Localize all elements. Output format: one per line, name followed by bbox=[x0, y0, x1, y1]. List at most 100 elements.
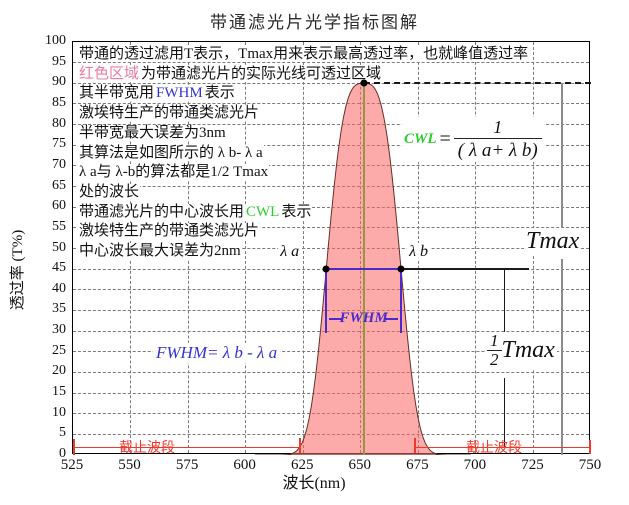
x-tick-label: 725 bbox=[521, 457, 544, 473]
x-tick-label: 625 bbox=[290, 457, 314, 473]
note-line: 红色区域 为带通滤光片的实际光线可透过区域 bbox=[78, 65, 529, 85]
tmax-bracket-upper bbox=[561, 83, 564, 230]
cutoff-left-cap-start bbox=[73, 438, 75, 455]
y-tick-label: 75 bbox=[52, 136, 66, 152]
half-tmax-bracket-upper bbox=[503, 269, 506, 333]
gridline-h bbox=[73, 124, 589, 126]
half-denominator: 2 bbox=[487, 349, 502, 369]
y-tick-label: 60 bbox=[52, 198, 66, 214]
tmax-bracket-lower bbox=[561, 259, 564, 455]
cwl-denominator: ( λ a+ λ b) bbox=[453, 137, 542, 162]
note-line: 带通滤光片的中心波长用 CWL 表示 bbox=[78, 203, 529, 223]
cwl-word: CWL bbox=[404, 130, 437, 147]
y-tick-label: 35 bbox=[52, 301, 66, 317]
y-tick-label: 5 bbox=[59, 425, 66, 441]
cutoff-band-label-left: 截止波段 bbox=[119, 440, 175, 456]
gridline-h bbox=[73, 62, 589, 64]
half-tmax-bracket-lower bbox=[503, 378, 506, 447]
x-tick-label: 600 bbox=[233, 457, 256, 473]
note-segment: λ a与 λ-b的算法都是1/2 Tmax bbox=[78, 164, 270, 181]
gridline-v bbox=[475, 42, 477, 453]
gridline-v bbox=[245, 42, 247, 453]
cutoff-right-cap-start bbox=[413, 437, 416, 453]
note-line: λ a与 λ-b的算法都是1/2 Tmax bbox=[78, 163, 529, 183]
half-numerator: 1 bbox=[490, 331, 499, 350]
half-tmax-word: Tmax bbox=[501, 336, 555, 363]
y-tick-label: 0 bbox=[59, 446, 66, 461]
note-segment: 激埃特生产的带通类滤光片 bbox=[78, 105, 261, 122]
x-tick-label: 525 bbox=[60, 457, 84, 473]
cwl-fraction: 1( λ a+ λ b) bbox=[453, 117, 542, 162]
tmax-label: Tmax bbox=[524, 228, 582, 255]
note-line: 中心波长最大误差为2nm bbox=[78, 242, 529, 262]
notes-block: 带通的透过滤用T表示，Tmax用来表示最高透过率，也就峰值透过率 红色区域 为带通滤… bbox=[78, 45, 530, 262]
y-tick-label: 40 bbox=[52, 280, 66, 296]
note-line: 处的波长 bbox=[78, 183, 529, 203]
y-tick-label: 45 bbox=[52, 260, 66, 276]
note-segment: CWL bbox=[245, 203, 281, 220]
note-segment: 激埃特生产的带通类滤光片 bbox=[78, 223, 261, 240]
y-tick-label: 20 bbox=[52, 363, 66, 379]
cwl-numerator: 1 bbox=[493, 117, 503, 137]
fwhm-right-tick bbox=[400, 269, 403, 334]
note-segment: FWHM bbox=[155, 85, 204, 102]
y-tick-label: 25 bbox=[52, 342, 66, 358]
gridline-h bbox=[73, 186, 589, 188]
y-tick-label: 70 bbox=[52, 156, 66, 172]
x-tick-label: 750 bbox=[578, 457, 602, 473]
fwhm-formula: FWHM= λ b - λ a bbox=[153, 343, 281, 363]
note-segment: 处的波长 bbox=[78, 183, 141, 200]
note-line: 其半带宽用 FWHM 表示 bbox=[78, 84, 529, 104]
note-line: 半带宽最大误差为3nm bbox=[78, 124, 529, 144]
fwhm-tag: FWHM bbox=[339, 310, 388, 327]
gridline-h bbox=[73, 165, 589, 167]
gridline-h bbox=[73, 144, 589, 146]
lambda-a-point bbox=[322, 265, 330, 273]
note-segment: 表示 bbox=[203, 85, 236, 102]
note-segment: 带通滤光片的中心波长用 bbox=[78, 203, 246, 220]
note-segment: 其算法是如图所示的 λ b- λ a bbox=[78, 144, 264, 161]
y-tick-label: 95 bbox=[52, 53, 66, 69]
cutoff-line-left bbox=[73, 446, 301, 449]
x-tick-label: 550 bbox=[118, 457, 141, 473]
note-segment: 中心波长最大误差为2nm bbox=[78, 243, 242, 260]
note-segment: 带通的透过滤用T表示，Tmax用来表示最高透过率，也就峰值透过率 bbox=[78, 46, 530, 62]
note-segment: 半带宽最大误差为3nm bbox=[78, 124, 227, 141]
x-tick-label: 700 bbox=[463, 457, 487, 473]
y-tick-label: 80 bbox=[52, 115, 66, 131]
note-line: 激埃特生产的带通类滤光片 bbox=[78, 104, 529, 124]
note-segment: 红色区域 bbox=[78, 65, 141, 82]
tmax-level-dashed-line bbox=[363, 82, 591, 85]
note-segment: 为带通滤光片的实际光线可透过区域 bbox=[140, 65, 383, 82]
y-tick-label: 65 bbox=[52, 177, 66, 193]
lambda-b-label: λ b bbox=[407, 243, 430, 261]
fwhm-arrow-right bbox=[385, 318, 399, 321]
y-tick-label: 90 bbox=[52, 74, 66, 90]
lambda-b-point bbox=[397, 265, 405, 273]
x-axis-label: 波长(nm) bbox=[282, 475, 346, 492]
cutoff-band-label-right: 截止波段 bbox=[466, 440, 522, 456]
gridline-h bbox=[73, 206, 589, 208]
y-tick-label: 10 bbox=[52, 404, 66, 420]
y-tick-label: 50 bbox=[52, 239, 66, 255]
fwhm-arrow-left bbox=[329, 318, 343, 321]
y-tick-label: 15 bbox=[52, 384, 66, 400]
half-max-extension-line bbox=[401, 268, 529, 270]
half-max-line bbox=[326, 268, 402, 271]
note-line: 带通的透过滤用T表示，Tmax用来表示最高透过率，也就峰值透过率 bbox=[78, 45, 530, 65]
y-axis-label: 透过率 (T%) bbox=[10, 229, 26, 311]
cwl-formula: CWL = 1( λ a+ λ b) bbox=[402, 117, 544, 162]
note-segment: 其半带宽用 bbox=[78, 85, 156, 102]
gridline-v bbox=[302, 42, 304, 453]
x-tick-label: 675 bbox=[406, 457, 429, 473]
cutoff-left-cap-end bbox=[298, 437, 301, 453]
y-tick-label: 100 bbox=[45, 33, 66, 48]
x-tick-label: 575 bbox=[175, 457, 199, 473]
cutoff-right-cap-end bbox=[588, 439, 591, 454]
cwl-equals: = bbox=[439, 127, 451, 150]
note-line: 其算法是如图所示的 λ b- λ a bbox=[78, 144, 529, 164]
